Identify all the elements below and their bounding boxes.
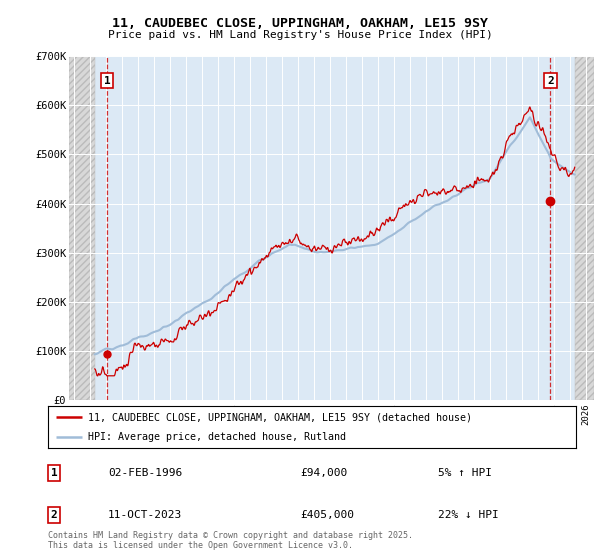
Bar — [575, 56, 594, 400]
Text: Contains HM Land Registry data © Crown copyright and database right 2025.
This d: Contains HM Land Registry data © Crown c… — [48, 530, 413, 550]
Text: 11-OCT-2023: 11-OCT-2023 — [108, 510, 182, 520]
Text: 5% ↑ HPI: 5% ↑ HPI — [438, 468, 492, 478]
Text: HPI: Average price, detached house, Rutland: HPI: Average price, detached house, Rutl… — [88, 432, 346, 442]
Text: 11, CAUDEBEC CLOSE, UPPINGHAM, OAKHAM, LE15 9SY (detached house): 11, CAUDEBEC CLOSE, UPPINGHAM, OAKHAM, L… — [88, 412, 472, 422]
Text: 1: 1 — [104, 76, 110, 86]
Text: £94,000: £94,000 — [300, 468, 347, 478]
Text: 02-FEB-1996: 02-FEB-1996 — [108, 468, 182, 478]
Text: 2: 2 — [50, 510, 58, 520]
Bar — [69, 56, 95, 400]
Text: 1: 1 — [50, 468, 58, 478]
Text: 2: 2 — [547, 76, 554, 86]
Text: 11, CAUDEBEC CLOSE, UPPINGHAM, OAKHAM, LE15 9SY: 11, CAUDEBEC CLOSE, UPPINGHAM, OAKHAM, L… — [112, 17, 488, 30]
Text: Price paid vs. HM Land Registry's House Price Index (HPI): Price paid vs. HM Land Registry's House … — [107, 30, 493, 40]
Text: £405,000: £405,000 — [300, 510, 354, 520]
Text: 22% ↓ HPI: 22% ↓ HPI — [438, 510, 499, 520]
